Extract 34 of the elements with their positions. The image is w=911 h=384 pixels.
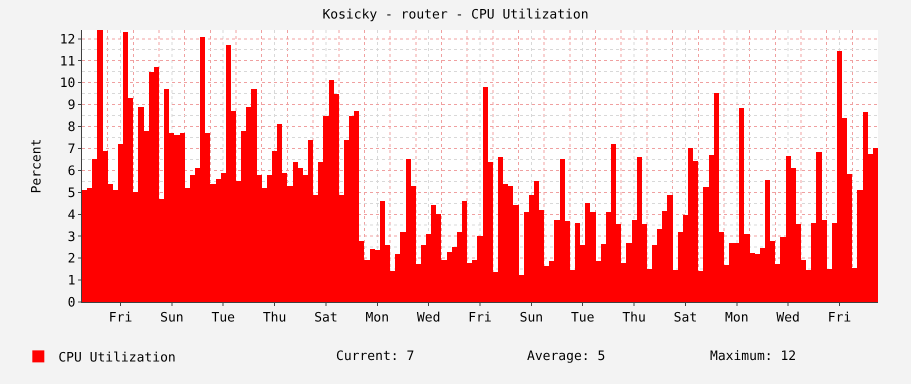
x-tick-label: Thu — [622, 310, 646, 326]
y-tick-label: 8 — [68, 120, 76, 136]
x-tick-label: Fri — [108, 310, 132, 326]
text: Current: 7 — [336, 349, 414, 364]
y-tick-label: 5 — [68, 186, 76, 201]
chart-title: Kosicky - router - CPU Utilization — [322, 8, 589, 23]
x-tick-label: Sat — [674, 310, 698, 326]
legend-label: CPU Utilization — [58, 350, 176, 366]
x-tick-label: Wed — [416, 310, 440, 326]
x-tick-label: Fri — [828, 310, 852, 326]
y-tick-label: 2 — [68, 252, 76, 267]
text: Maximum: 12 — [710, 349, 796, 364]
y-tick-label: 0 — [68, 296, 76, 311]
x-tick-label: Mon — [725, 310, 749, 326]
x-tick-label: Sun — [160, 310, 184, 326]
text: Average: 5 — [527, 349, 606, 364]
y-tick-label: 6 — [68, 164, 76, 179]
y-tick-label: 9 — [68, 98, 76, 114]
x-tick-label: Sat — [314, 310, 338, 326]
x-tick-label: Tue — [570, 310, 595, 326]
x-tick-label: Mon — [366, 310, 390, 326]
y-axis-title: Percent — [30, 138, 45, 194]
y-tick-label: 3 — [68, 230, 76, 245]
x-tick-label: Thu — [262, 310, 286, 326]
y-tick-label: 11 — [60, 54, 76, 70]
y-tick-label: 10 — [60, 76, 76, 92]
x-tick-label: Fri — [468, 310, 492, 326]
y-tick-label: 12 — [60, 32, 76, 48]
x-tick-label: Tue — [211, 310, 236, 326]
y-tick-label: 1 — [68, 274, 76, 289]
x-tick-label: Sun — [520, 310, 544, 326]
y-tick-label: 4 — [68, 208, 76, 223]
x-tick-label: Wed — [776, 310, 800, 326]
y-tick-label: 7 — [68, 142, 76, 157]
